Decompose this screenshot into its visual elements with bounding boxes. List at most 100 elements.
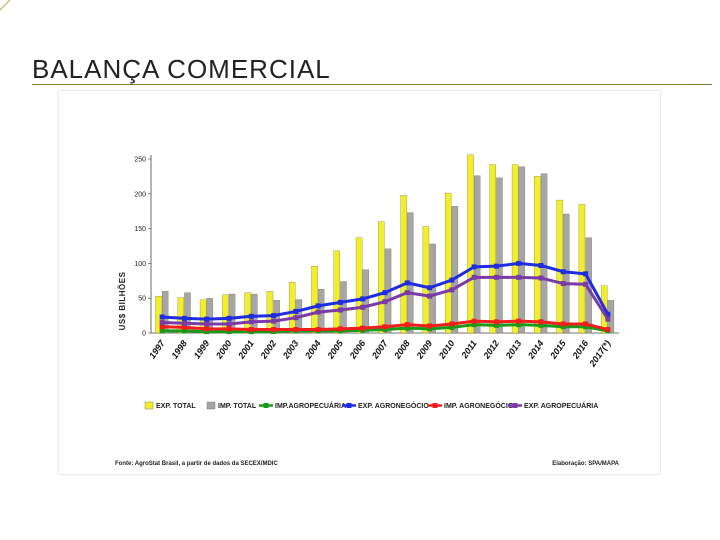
marker-imp-agroneg-cio-2001 [248, 327, 254, 333]
bar-imp-total-2005 [340, 281, 347, 334]
marker-imp-agropecu-ria-2011 [471, 322, 477, 328]
marker-exp-agroneg-cio-2006 [360, 296, 366, 302]
marker-exp-agroneg-cio-2003 [293, 308, 299, 314]
lines-layer [159, 260, 611, 335]
legend-label-exp-agropecu-ria: EXP. AGROPECUÁRIA [524, 401, 598, 410]
bar-imp-total-1997 [161, 291, 169, 334]
marker-imp-agroneg-cio-2013 [516, 318, 522, 324]
marker-exp-agropecu-ria-2002 [271, 318, 277, 324]
y-tick-label: 150 [134, 226, 146, 233]
legend-label-imp-total: IMP. TOTAL [218, 403, 257, 410]
x-tick-label-2015: 2015 [548, 338, 569, 362]
marker-exp-agropecu-ria-2017 [605, 316, 611, 322]
marker-exp-agropecu-ria-2001 [248, 319, 254, 325]
bar-exp-total-2010 [445, 192, 452, 334]
y-tick-label: 250 [134, 157, 146, 164]
bar-imp-total-2008 [407, 212, 414, 334]
x-tick-label-2011: 2011 [459, 338, 479, 360]
bar-exp-total-2002 [266, 291, 274, 334]
marker-imp-agropecu-ria-2007 [382, 327, 388, 333]
x-tick-label-2001: 2001 [236, 338, 256, 361]
marker-exp-agropecu-ria-2015 [560, 281, 566, 287]
marker-exp-agroneg-cio-2010 [449, 277, 455, 283]
marker-exp-agroneg-cio-2011 [471, 264, 477, 270]
marker-imp-agroneg-cio-2000 [226, 326, 232, 332]
marker-exp-agropecu-ria-2004 [315, 309, 321, 315]
marker-imp-agropecu-ria-1999 [204, 329, 210, 335]
y-tick-label: 200 [134, 191, 146, 198]
x-tick-label-2008: 2008 [392, 338, 412, 361]
marker-exp-agroneg-cio-2009 [427, 285, 433, 291]
y-tick-label: 50 [138, 296, 146, 303]
marker-imp-agropecu-ria-2015 [560, 324, 566, 330]
marker-imp-agroneg-cio-2002 [271, 327, 277, 333]
marker-exp-agropecu-ria-2009 [427, 293, 433, 299]
source-note: Fonte: AgroStat Brasil, a partir de dado… [115, 461, 278, 467]
marker-imp-agropecu-ria-2009 [427, 326, 433, 332]
bar-exp-total-2007 [378, 221, 385, 334]
marker-exp-agropecu-ria-2007 [382, 299, 388, 305]
marker-exp-agropecu-ria-2003 [293, 315, 299, 321]
bar-exp-total-1999 [199, 299, 207, 334]
marker-imp-agroneg-cio-2007 [382, 324, 388, 330]
marker-exp-agropecu-ria-2008 [404, 290, 410, 296]
slide-title: BALANÇA COMERCIAL [32, 54, 331, 84]
x-tick-label-2010: 2010 [436, 338, 456, 361]
bar-imp-total-2011 [473, 175, 481, 334]
marker-imp-agropecu-ria-2008 [404, 325, 410, 331]
marker-imp-agropecu-ria-2010 [449, 324, 455, 330]
y-tick-label: 0 [142, 331, 146, 338]
marker-exp-agroneg-cio-2013 [516, 260, 522, 266]
marker-exp-agroneg-cio-2015 [560, 269, 566, 275]
x-tick-label-2006: 2006 [347, 338, 368, 362]
marker-exp-agropecu-ria-2006 [360, 304, 366, 310]
bar-exp-total-2006 [355, 237, 363, 334]
title-underline [32, 84, 712, 85]
marker-exp-agroneg-cio-2005 [337, 299, 343, 305]
legend: EXP. TOTAL IMP. TOTAL IMP.AGROPECUÁRIA EXP.… [144, 401, 598, 410]
marker-imp-agroneg-cio-2014 [538, 319, 544, 325]
bar-exp-total-2014 [534, 176, 541, 334]
x-tick-label-2009: 2009 [414, 338, 434, 361]
marker-exp-agroneg-cio-2004 [315, 303, 321, 309]
marker-exp-agropecu-ria-2012 [493, 274, 499, 280]
bar-exp-total-2016 [578, 204, 586, 334]
marker-imp-agropecu-ria-1997 [159, 328, 165, 334]
x-tick-label-2000: 2000 [213, 338, 233, 361]
marker-imp-agroneg-cio-2011 [471, 318, 477, 324]
legend-label-exp-total: EXP. TOTAL [156, 403, 196, 410]
legend-swatch-exp-total [144, 401, 154, 410]
marker-imp-agroneg-cio-2015 [560, 321, 566, 327]
legend-swatch-imp-total [206, 401, 216, 410]
marker-exp-agroneg-cio-1998 [181, 315, 187, 321]
marker-exp-agroneg-cio-2016 [583, 271, 589, 277]
elaboration-note: Elaboração: SPA/MAPA [552, 461, 619, 467]
marker-exp-agropecu-ria-2010 [449, 287, 455, 293]
bar-exp-total-2003 [289, 282, 296, 334]
bar-exp-total-2004 [311, 266, 318, 334]
marker-imp-agroneg-cio-2005 [337, 326, 343, 332]
x-tick-label-2016: 2016 [570, 338, 591, 362]
legend-marker-imp-agropecu-ria [263, 403, 269, 408]
marker-imp-agroneg-cio-1999 [204, 326, 210, 332]
legend-marker-exp-agropecu-ria [512, 403, 518, 408]
marker-imp-agroneg-cio-2003 [293, 327, 299, 333]
marker-imp-agropecu-ria-2012 [493, 322, 499, 328]
marker-imp-agropecu-ria-2013 [516, 322, 522, 328]
x-tick-label-1998: 1998 [169, 338, 189, 360]
bar-exp-total-2013 [511, 164, 519, 334]
marker-exp-agropecu-ria-2011 [471, 274, 477, 280]
marker-imp-agropecu-ria-2000 [226, 329, 232, 335]
marker-imp-agropecu-ria-2016 [583, 324, 589, 330]
bar-exp-total-2012 [489, 164, 496, 334]
x-tick-label-2007: 2007 [369, 338, 390, 362]
marker-exp-agroneg-cio-2014 [538, 262, 544, 268]
marker-imp-agroneg-cio-2016 [583, 321, 589, 327]
marker-imp-agropecu-ria-1998 [181, 328, 187, 334]
marker-exp-agropecu-ria-1999 [204, 321, 210, 327]
x-tick-label-2012: 2012 [481, 338, 501, 361]
marker-imp-agroneg-cio-1997 [159, 324, 165, 330]
marker-exp-agropecu-ria-2014 [538, 275, 544, 281]
x-tick-label-2003: 2003 [280, 338, 300, 361]
